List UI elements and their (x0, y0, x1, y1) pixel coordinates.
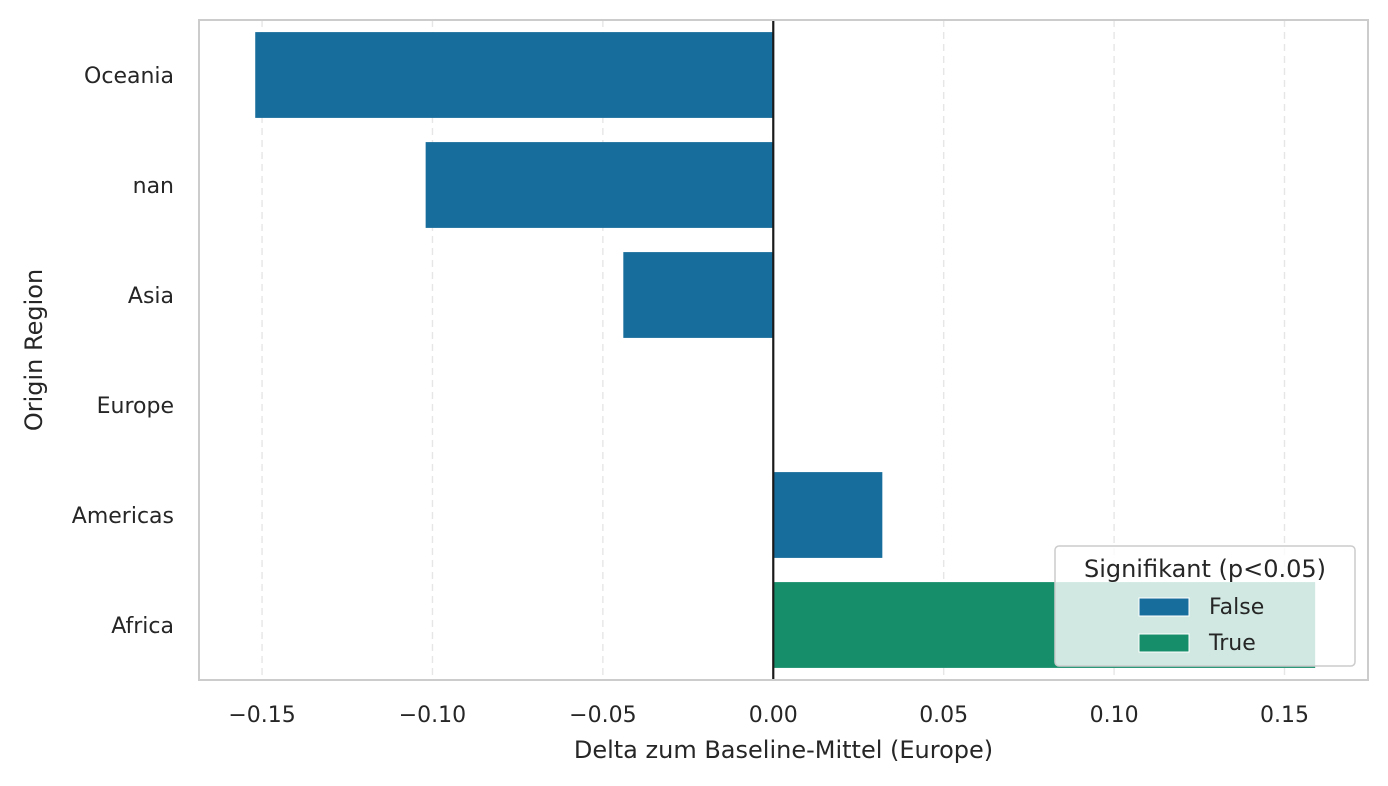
bar-americas (773, 472, 883, 558)
y-tick-label: Oceania (84, 64, 174, 89)
y-axis-label: Origin Region (20, 269, 48, 431)
legend-entries: False True (1138, 595, 1264, 656)
legend-swatch-true (1138, 633, 1190, 653)
x-tick-label: 0.05 (919, 703, 968, 728)
x-tick-label: 0.00 (749, 703, 798, 728)
y-tick-label: Asia (128, 284, 174, 309)
x-tick-label: −0.05 (569, 703, 636, 728)
y-axis-ticks: Oceania nan Asia Europe Americas Africa (72, 64, 174, 639)
bars (255, 32, 1316, 668)
x-tick-label: −0.10 (399, 703, 466, 728)
y-tick-label: Americas (72, 504, 174, 529)
x-tick-label: 0.15 (1260, 703, 1309, 728)
plot-frame (198, 19, 1369, 681)
x-axis-ticks: −0.15 −0.10 −0.05 0.00 0.05 0.10 0.15 (228, 703, 1309, 728)
legend-label-false: False (1209, 595, 1264, 620)
legend-swatch-false (1138, 597, 1190, 617)
x-tick-label: −0.15 (228, 703, 295, 728)
bar-nan (425, 142, 774, 228)
legend-title: Signifikant (p<0.05) (1084, 555, 1326, 583)
bar-oceania (255, 32, 774, 118)
legend-label-true: True (1208, 631, 1256, 656)
y-tick-label: Africa (111, 614, 174, 639)
legend-box (1054, 545, 1356, 667)
bar-asia (623, 252, 774, 338)
y-tick-label: nan (133, 174, 174, 199)
x-axis-label: Delta zum Baseline-Mittel (Europe) (574, 736, 993, 764)
legend: Signifikant (p<0.05) False True (1054, 545, 1356, 667)
x-tick-label: 0.10 (1090, 703, 1139, 728)
y-tick-label: Europe (97, 394, 174, 419)
